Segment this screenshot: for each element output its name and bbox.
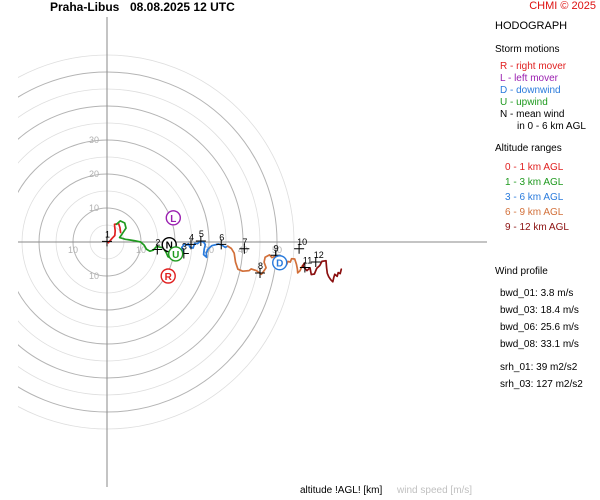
altitude-marker-6	[216, 239, 227, 250]
ring-label-y: 30	[89, 135, 99, 145]
station-name: Praha-Libus	[50, 0, 120, 14]
srh-03: srh_03: 127 m2/s2	[500, 379, 583, 390]
valid-time: 08.08.2025 12 UTC	[130, 0, 235, 14]
storm-motion-D-circle	[272, 255, 288, 271]
srh-01: srh_01: 39 m2/s2	[500, 362, 578, 373]
axis-footer: altitude !AGL! [km] wind speed [m/s]	[300, 485, 472, 496]
legend-alt-1-3: 1 - 3 km AGL	[505, 177, 564, 188]
altitude-label-7: 7	[242, 237, 247, 247]
altitude-marker-1	[102, 236, 112, 247]
altitude-axis-label: altitude !AGL! [km]	[300, 485, 383, 496]
ring-label-x: 50	[272, 245, 282, 255]
storm-motion-U-label: U	[172, 250, 179, 261]
storm-motion-D-label: D	[276, 259, 283, 270]
altitude-ranges-list: 0 - 1 km AGL 1 - 3 km AGL 3 - 6 km AGL 6…	[495, 160, 600, 235]
copyright-link[interactable]: CHMI © 2025	[529, 0, 596, 12]
legend-alt-6-9: 6 - 9 km AGL	[505, 207, 564, 218]
storm-motion-R-circle	[160, 268, 176, 284]
storm-motion-R-label: R	[165, 272, 173, 283]
legend-storm-downwind: D - downwind	[500, 85, 561, 96]
altitude-label-4: 4	[189, 232, 194, 242]
altitude-label-11: 11	[303, 256, 312, 266]
hodograph-segment-0-1	[107, 222, 122, 244]
storm-motion-L-label: L	[170, 214, 176, 225]
legend-storm-right: R - right mover	[500, 61, 567, 72]
storm-motions-title: Storm motions	[495, 44, 560, 55]
legend-alt-3-6: 3 - 6 km AGL	[505, 192, 564, 203]
wind-profile-panel: Wind profile bwd_01: 3.8 m/s bwd_03: 18.…	[495, 266, 583, 393]
altitude-label-2: 2	[155, 237, 160, 247]
altitude-label-5: 5	[199, 229, 204, 239]
ring-label-y: 10	[89, 271, 99, 281]
bwd-01: bwd_01: 3.8 m/s	[500, 288, 574, 299]
altitude-label-3: 3	[182, 242, 187, 252]
legend-storm-mean: N - mean wind	[500, 109, 565, 120]
altitude-label-12: 12	[314, 250, 324, 260]
altitude-marker-10	[294, 243, 305, 254]
bwd-08: bwd_08: 33.1 m/s	[500, 339, 579, 350]
ring-label-x: 30	[204, 245, 214, 255]
bwd-03: bwd_03: 18.4 m/s	[500, 305, 579, 316]
storm-motions-list: R - right mover L - left mover D - downw…	[495, 61, 600, 133]
storm-motion-L-circle	[165, 210, 182, 226]
altitude-marker-7	[239, 243, 250, 254]
legend-alt-9-12: 9 - 12 km AGL	[505, 222, 569, 233]
altitude-marker-4	[185, 239, 196, 250]
wind-speed-label: wind speed [m/s]	[397, 485, 473, 496]
ring-label-x: 40	[238, 245, 248, 255]
storm-motion-N-label: N	[166, 241, 173, 252]
wind-profile-title: Wind profile	[495, 266, 548, 277]
altitude-label-10: 10	[297, 237, 307, 247]
legend-storm-upwind: U - upwind	[500, 97, 548, 108]
altitude-marker-8	[255, 267, 265, 278]
altitude-marker-11	[299, 262, 310, 273]
bwd-06: bwd_06: 25.6 m/s	[500, 322, 579, 333]
legend-storm-note: in 0 - 6 km AGL	[517, 121, 586, 132]
altitude-label-8: 8	[258, 261, 263, 271]
ring-label-y: 10	[89, 203, 99, 213]
ring-label-x: 10	[68, 245, 78, 255]
ring-label-x: 10	[136, 245, 146, 255]
storm-motion-U-circle	[167, 246, 184, 262]
altitude-marker-2	[152, 244, 163, 255]
altitude-label-1: 1	[105, 229, 110, 239]
altitude-ranges-title: Altitude ranges	[495, 143, 562, 154]
legend-storm-left: L - left mover	[500, 73, 558, 84]
ring-label-y: 20	[89, 169, 99, 179]
legend-title: HODOGRAPH	[495, 20, 568, 32]
altitude-marker-12	[310, 257, 321, 268]
altitude-label-6: 6	[219, 232, 224, 242]
legend-alt-0-1: 0 - 1 km AGL	[505, 162, 564, 173]
hodograph-segment-9-12	[301, 259, 343, 283]
altitude-marker-5	[195, 235, 206, 246]
legend-panel: HODOGRAPH Storm motions R - right mover …	[495, 20, 600, 235]
altitude-label-9: 9	[274, 243, 279, 253]
